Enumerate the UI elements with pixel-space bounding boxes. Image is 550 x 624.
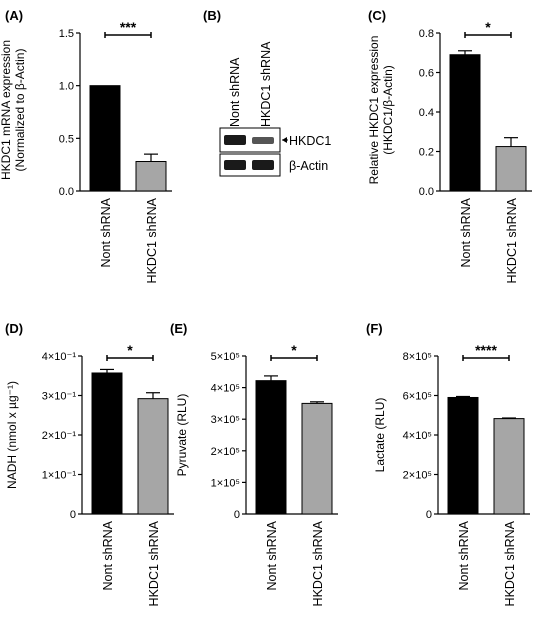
y-axis-title: NADH (nmol x µg⁻¹) bbox=[5, 381, 19, 489]
y-tick-label: 8×10⁵ bbox=[403, 351, 432, 363]
significance-label: *** bbox=[120, 19, 137, 35]
bar-hkdc1-shrna bbox=[137, 398, 169, 515]
significance-label: * bbox=[291, 342, 297, 358]
bar-hkdc1-shrna bbox=[495, 146, 527, 192]
bar-nont-shrna bbox=[255, 380, 287, 515]
y-tick-label: 0.4 bbox=[419, 107, 434, 119]
x-category-label: Nont shRNA bbox=[459, 197, 473, 267]
panel-label: (D) bbox=[5, 321, 23, 336]
panel-label: (A) bbox=[5, 8, 23, 23]
y-axis-title: Relative HKDC1 expression bbox=[367, 36, 381, 185]
western-blot-panel: (B) Nont shRNA HKDC1 shRNA HKDC1 β-Actin bbox=[203, 8, 331, 177]
panel-label-b: (B) bbox=[203, 8, 221, 23]
x-category-label: Nont shRNA bbox=[99, 197, 113, 267]
y-tick-label: 3×10⁻¹ bbox=[42, 391, 77, 403]
bar-nont-shrna bbox=[449, 54, 481, 192]
y-axis-title: (Normalized to β-Actin) bbox=[13, 49, 27, 172]
blot-band-label-hkdc1: HKDC1 bbox=[289, 134, 331, 148]
y-tick-label: 2×10⁻¹ bbox=[42, 430, 77, 442]
y-axis-title: Pyruvate (RLU) bbox=[175, 394, 189, 477]
bar-nont-shrna bbox=[447, 396, 479, 515]
x-category-label: Nont shRNA bbox=[101, 520, 115, 590]
significance-label: * bbox=[127, 342, 133, 358]
y-tick-label: 4×10⁵ bbox=[403, 430, 432, 442]
y-tick-label: 0.6 bbox=[419, 68, 434, 80]
bar-hkdc1-shrna bbox=[135, 161, 167, 192]
bar-nont-shrna bbox=[91, 372, 123, 515]
x-category-label: HKDC1 shRNA bbox=[503, 520, 517, 606]
y-axis-title: (HKDC1/β-Actin) bbox=[381, 65, 395, 155]
y-tick-label: 0.8 bbox=[419, 28, 434, 40]
blot-band-actin-lane2 bbox=[252, 160, 274, 170]
panel-label: (F) bbox=[366, 321, 383, 336]
blot-box-actin bbox=[219, 153, 281, 177]
bar-hkdc1-shrna bbox=[301, 402, 333, 515]
blot-arrowhead bbox=[282, 137, 287, 143]
x-category-label: Nont shRNA bbox=[457, 520, 471, 590]
y-tick-label: 5×10⁵ bbox=[211, 351, 240, 363]
y-tick-label: 0.2 bbox=[419, 147, 434, 159]
x-category-label: Nont shRNA bbox=[265, 520, 279, 590]
blot-band-hkdc1-lane2 bbox=[252, 137, 274, 144]
y-tick-label: 6×10⁵ bbox=[403, 391, 432, 403]
chart-panel-f: (F) 0 2×10⁵ 4×10⁵ 6×10⁵ 8×10⁵ Nont shRNA HKDC1 … bbox=[366, 321, 530, 606]
y-tick-label: 2×10⁵ bbox=[211, 446, 240, 458]
y-axis-title: Lactate (RLU) bbox=[373, 398, 387, 473]
blot-band-actin-lane1 bbox=[224, 160, 246, 170]
x-category-label: HKDC1 shRNA bbox=[505, 197, 519, 283]
y-tick-label: 0.0 bbox=[419, 186, 434, 198]
panel-label: (E) bbox=[170, 321, 187, 336]
chart-panel-e: (E) 0 1×10⁵ 2×10⁵ 3×10⁵ 4×10⁵ 5×10⁵ Nont shRNA H… bbox=[170, 321, 338, 606]
x-category-label: HKDC1 shRNA bbox=[147, 520, 161, 606]
bar-hkdc1-shrna bbox=[493, 418, 525, 515]
y-tick-label: 0 bbox=[426, 509, 432, 521]
chart-panel-d: (D) 0 1×10⁻¹ 2×10⁻¹ 3×10⁻¹ 4×10⁻¹ Nont shRNA HK… bbox=[5, 321, 174, 606]
significance-label: * bbox=[485, 19, 491, 35]
blot-lane-label-2: HKDC1 shRNA bbox=[259, 41, 273, 127]
chart-panel-a: (A) 0.0 0.5 1.0 1.5 Nont shRNA HKDC1 shRNA *** H… bbox=[0, 8, 172, 283]
y-tick-label: 0.0 bbox=[59, 186, 74, 198]
y-tick-label: 0 bbox=[234, 509, 240, 521]
blot-band-hkdc1-lane1 bbox=[224, 135, 246, 145]
y-tick-label: 1.5 bbox=[59, 28, 74, 40]
blot-lane-label-1: Nont shRNA bbox=[228, 57, 242, 127]
y-tick-label: 0.5 bbox=[59, 133, 74, 145]
significance-label: **** bbox=[475, 342, 497, 358]
blot-band-label-actin: β-Actin bbox=[289, 159, 328, 173]
y-tick-label: 1×10⁵ bbox=[211, 477, 240, 489]
chart-panel-c: (C) 0.0 0.2 0.4 0.6 0.8 Nont shRNA HKDC1 shRNA *… bbox=[367, 8, 532, 283]
y-tick-label: 4×10⁻¹ bbox=[42, 351, 77, 363]
panel-label: (C) bbox=[368, 8, 386, 23]
x-category-label: HKDC1 shRNA bbox=[311, 520, 325, 606]
y-tick-label: 1×10⁻¹ bbox=[42, 470, 77, 482]
y-axis-title: HKDC1 mRNA expression bbox=[0, 40, 13, 180]
y-tick-label: 1.0 bbox=[59, 81, 74, 93]
y-tick-label: 3×10⁵ bbox=[211, 414, 240, 426]
y-tick-label: 4×10⁵ bbox=[211, 383, 240, 395]
x-category-label: HKDC1 shRNA bbox=[145, 197, 159, 283]
bar-nont-shrna bbox=[89, 85, 121, 192]
y-tick-label: 0 bbox=[70, 509, 76, 521]
y-tick-label: 2×10⁵ bbox=[403, 470, 432, 482]
